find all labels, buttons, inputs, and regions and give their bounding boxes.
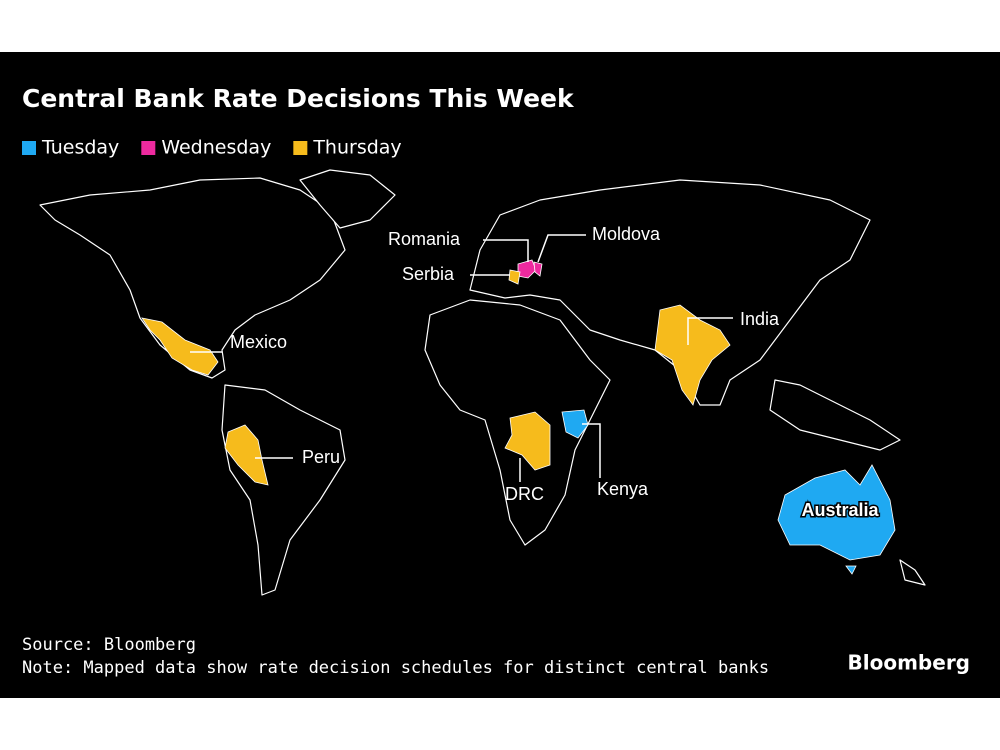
country-label: India (740, 309, 780, 329)
country-label: Romania (388, 229, 461, 249)
country-label: Peru (302, 447, 340, 467)
legend-label: Wednesday (161, 137, 271, 159)
logo: Bloomberg (848, 651, 970, 675)
country-shape (224, 424, 269, 486)
leader-line (582, 423, 601, 478)
country-label: Australia (801, 500, 879, 520)
legend-swatch (22, 141, 36, 155)
country-shape (508, 269, 521, 285)
country-shape (141, 317, 219, 376)
country-shape (533, 261, 543, 277)
title: Central Bank Rate Decisions This Week (22, 84, 575, 113)
countries (141, 259, 896, 575)
country-label: DRC (505, 484, 544, 504)
legend-label: Tuesday (41, 137, 119, 159)
country-label: Moldova (592, 224, 661, 244)
country-label: Kenya (597, 479, 649, 499)
country-shape (504, 411, 551, 471)
legend: Tuesday Wednesday Thursday (22, 137, 402, 159)
legend-label: Thursday (312, 137, 401, 159)
country-shape (777, 464, 896, 575)
leader-line (483, 239, 529, 262)
source: Source: Bloomberg (22, 635, 196, 655)
legend-swatch (293, 141, 308, 155)
country-shape (561, 409, 589, 439)
country-label: Mexico (230, 332, 287, 352)
leader-line (537, 234, 586, 263)
legend-swatch (141, 141, 156, 155)
continents (39, 169, 926, 596)
note: Note: Mapped data show rate decision sch… (22, 658, 769, 678)
country-labels: Kenya Australia Romania Moldova Serbia Mexico… (190, 224, 881, 521)
leader-line (687, 317, 733, 345)
country-label: Serbia (402, 264, 455, 284)
